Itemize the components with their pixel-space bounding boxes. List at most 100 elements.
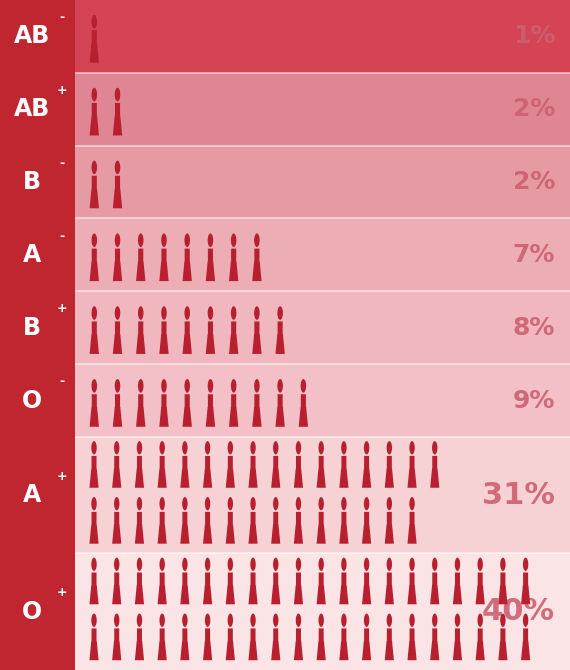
Text: -: - bbox=[59, 157, 64, 170]
PathPatch shape bbox=[475, 614, 484, 660]
Text: -: - bbox=[59, 11, 64, 24]
PathPatch shape bbox=[89, 15, 99, 62]
Text: 40%: 40% bbox=[482, 597, 555, 626]
PathPatch shape bbox=[252, 233, 262, 281]
PathPatch shape bbox=[339, 614, 348, 660]
PathPatch shape bbox=[385, 441, 394, 488]
PathPatch shape bbox=[89, 161, 99, 208]
PathPatch shape bbox=[136, 306, 145, 354]
PathPatch shape bbox=[157, 497, 167, 543]
PathPatch shape bbox=[275, 306, 285, 354]
PathPatch shape bbox=[89, 441, 99, 488]
PathPatch shape bbox=[229, 233, 238, 281]
PathPatch shape bbox=[316, 557, 326, 604]
Bar bbox=[75, 0, 570, 73]
PathPatch shape bbox=[362, 441, 371, 488]
PathPatch shape bbox=[271, 497, 280, 543]
PathPatch shape bbox=[226, 441, 235, 488]
PathPatch shape bbox=[135, 614, 144, 660]
PathPatch shape bbox=[385, 497, 394, 543]
PathPatch shape bbox=[180, 441, 189, 488]
PathPatch shape bbox=[294, 497, 303, 543]
PathPatch shape bbox=[252, 306, 262, 354]
PathPatch shape bbox=[226, 557, 235, 604]
PathPatch shape bbox=[316, 614, 326, 660]
Text: A: A bbox=[22, 483, 40, 507]
Text: AB: AB bbox=[14, 24, 50, 48]
PathPatch shape bbox=[521, 614, 530, 660]
Text: 7%: 7% bbox=[513, 243, 555, 267]
PathPatch shape bbox=[203, 557, 212, 604]
Text: 2%: 2% bbox=[513, 170, 555, 194]
PathPatch shape bbox=[339, 497, 348, 543]
Text: +: + bbox=[56, 470, 67, 483]
Text: 2%: 2% bbox=[513, 97, 555, 121]
PathPatch shape bbox=[113, 88, 122, 135]
PathPatch shape bbox=[316, 497, 326, 543]
PathPatch shape bbox=[89, 497, 99, 543]
Bar bbox=[75, 291, 570, 364]
PathPatch shape bbox=[89, 557, 99, 604]
PathPatch shape bbox=[180, 557, 189, 604]
PathPatch shape bbox=[113, 306, 122, 354]
PathPatch shape bbox=[112, 614, 121, 660]
PathPatch shape bbox=[136, 379, 145, 427]
PathPatch shape bbox=[159, 379, 169, 427]
PathPatch shape bbox=[89, 88, 99, 135]
Text: B: B bbox=[23, 170, 40, 194]
PathPatch shape bbox=[430, 614, 439, 660]
PathPatch shape bbox=[180, 497, 189, 543]
PathPatch shape bbox=[408, 614, 417, 660]
PathPatch shape bbox=[113, 233, 122, 281]
PathPatch shape bbox=[498, 614, 507, 660]
PathPatch shape bbox=[430, 557, 439, 604]
PathPatch shape bbox=[408, 557, 417, 604]
PathPatch shape bbox=[136, 233, 145, 281]
PathPatch shape bbox=[157, 614, 167, 660]
Bar bbox=[75, 218, 570, 291]
PathPatch shape bbox=[182, 379, 192, 427]
PathPatch shape bbox=[229, 379, 238, 427]
Bar bbox=[75, 553, 570, 670]
PathPatch shape bbox=[135, 557, 144, 604]
Bar bbox=[75, 364, 570, 437]
PathPatch shape bbox=[112, 497, 121, 543]
PathPatch shape bbox=[89, 233, 99, 281]
Text: +: + bbox=[56, 302, 67, 316]
PathPatch shape bbox=[135, 497, 144, 543]
PathPatch shape bbox=[453, 614, 462, 660]
PathPatch shape bbox=[89, 614, 99, 660]
Text: +: + bbox=[56, 84, 67, 97]
Text: A: A bbox=[22, 243, 40, 267]
PathPatch shape bbox=[157, 441, 167, 488]
Text: 31%: 31% bbox=[482, 480, 555, 510]
PathPatch shape bbox=[159, 233, 169, 281]
PathPatch shape bbox=[203, 497, 212, 543]
PathPatch shape bbox=[498, 557, 507, 604]
PathPatch shape bbox=[521, 557, 530, 604]
PathPatch shape bbox=[203, 441, 212, 488]
PathPatch shape bbox=[294, 614, 303, 660]
Text: O: O bbox=[22, 389, 42, 413]
PathPatch shape bbox=[362, 614, 371, 660]
PathPatch shape bbox=[157, 557, 167, 604]
PathPatch shape bbox=[249, 497, 258, 543]
Bar bbox=[75, 437, 570, 553]
PathPatch shape bbox=[113, 379, 122, 427]
PathPatch shape bbox=[112, 441, 121, 488]
PathPatch shape bbox=[475, 557, 484, 604]
Text: -: - bbox=[59, 375, 64, 389]
Text: 1%: 1% bbox=[512, 24, 555, 48]
Text: -: - bbox=[59, 230, 64, 243]
PathPatch shape bbox=[430, 441, 439, 488]
PathPatch shape bbox=[385, 614, 394, 660]
PathPatch shape bbox=[229, 306, 238, 354]
PathPatch shape bbox=[89, 379, 99, 427]
PathPatch shape bbox=[385, 557, 394, 604]
PathPatch shape bbox=[275, 379, 285, 427]
PathPatch shape bbox=[362, 557, 371, 604]
PathPatch shape bbox=[159, 306, 169, 354]
PathPatch shape bbox=[316, 441, 326, 488]
PathPatch shape bbox=[112, 557, 121, 604]
PathPatch shape bbox=[299, 379, 308, 427]
